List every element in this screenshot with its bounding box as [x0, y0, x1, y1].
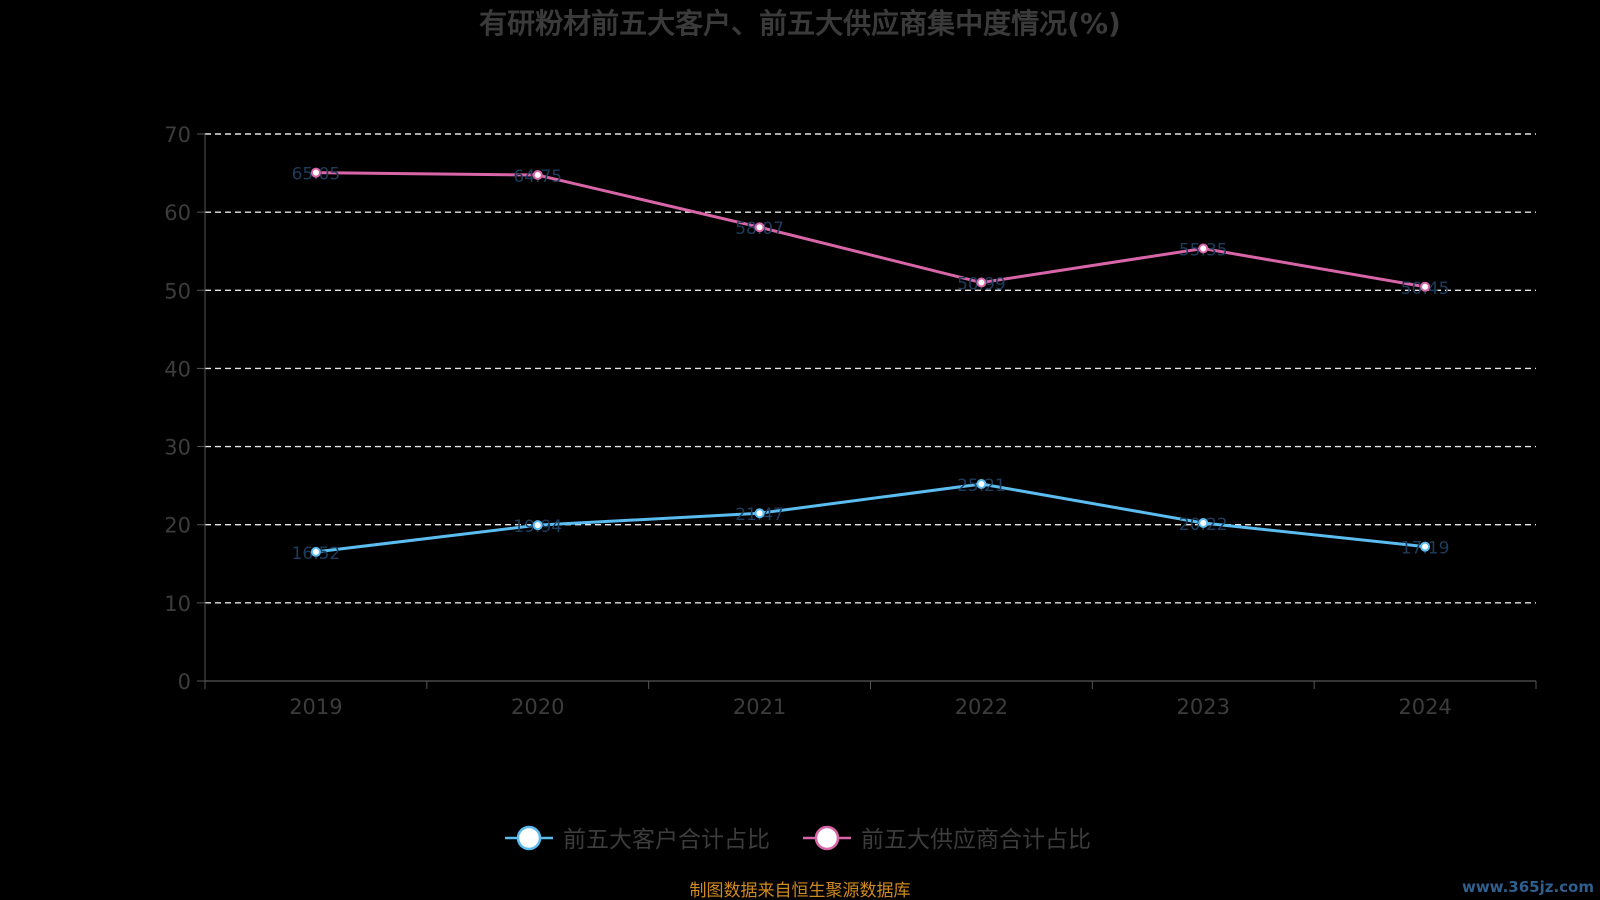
grid-lines: [205, 133, 1536, 604]
y-tick-label: 70: [164, 123, 191, 147]
x-tick-label: 2019: [289, 695, 342, 719]
data-point[interactable]: [1420, 281, 1431, 292]
legend-label: 前五大供应商合计占比: [861, 827, 1091, 853]
data-point[interactable]: [310, 546, 321, 557]
legend-marker: [814, 825, 840, 851]
x-tick-label: 2021: [733, 695, 786, 719]
y-tick-label: 0: [178, 670, 191, 694]
y-tick-label: 30: [164, 436, 191, 460]
x-tick-label: 2024: [1398, 695, 1451, 719]
axes: 0 10 20 30 40 50 60 70 2019 2020 2021 2022 2023 2024: [164, 123, 1537, 719]
series-line: [315, 482, 1426, 554]
x-tick-label: 2022: [955, 695, 1008, 719]
source-note: 制图数据来自恒生聚源数据库: [690, 881, 911, 900]
legend-marker: [516, 825, 542, 851]
series-line: [315, 171, 1426, 289]
y-tick-label: 20: [164, 514, 191, 538]
y-tick-label: 10: [164, 592, 191, 616]
legend-label: 前五大客户合计占比: [563, 827, 770, 853]
data-point[interactable]: [1420, 541, 1431, 552]
data-point[interactable]: [1198, 517, 1209, 528]
y-tick-label: 50: [164, 279, 191, 303]
legend-item-1[interactable]: 前五大供应商合计占比: [803, 825, 1091, 853]
data-point[interactable]: [1198, 243, 1209, 254]
y-tick-label: 40: [164, 357, 191, 381]
legend: 前五大客户合计占比 前五大供应商合计占比: [505, 825, 1091, 853]
data-point[interactable]: [754, 222, 765, 233]
series-1: 65.0564.7558.0750.9955.3550.45: [292, 165, 1450, 299]
data-point[interactable]: [532, 170, 543, 181]
data-point[interactable]: [532, 520, 543, 531]
watermark: www.365jz.com: [1462, 878, 1594, 896]
x-tick-label: 2020: [511, 695, 564, 719]
data-point[interactable]: [754, 508, 765, 519]
x-tick-label: 2023: [1177, 695, 1230, 719]
data-point[interactable]: [310, 167, 321, 178]
data-point[interactable]: [976, 277, 987, 288]
legend-item-0[interactable]: 前五大客户合计占比: [505, 825, 770, 853]
chart-title: 有研粉材前五大客户、前五大供应商集中度情况(%): [479, 7, 1121, 40]
y-tick-label: 60: [164, 201, 191, 225]
data-point[interactable]: [976, 479, 987, 490]
